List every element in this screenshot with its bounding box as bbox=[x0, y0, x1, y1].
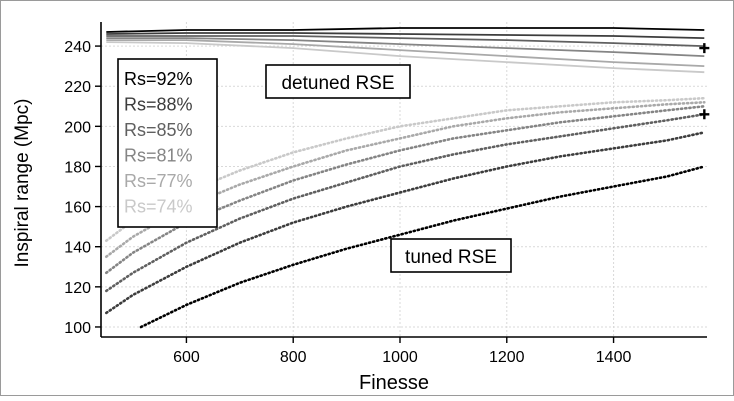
y-axis-label: Inspiral range (Mpc) bbox=[12, 99, 33, 268]
legend: Rs=92% Rs=88% Rs=85% Rs=81% Rs=77% Rs=74% bbox=[117, 58, 218, 228]
detuned-series-line-77 bbox=[106, 39, 705, 67]
legend-entry: Rs=77% bbox=[124, 171, 193, 191]
y-tick-label: 160 bbox=[64, 200, 91, 217]
y-tick-label: 100 bbox=[64, 320, 91, 337]
tuned-series-line-88 bbox=[105, 131, 706, 315]
marker-layer bbox=[699, 43, 710, 120]
tuned-series-line-85 bbox=[105, 113, 706, 293]
detuned-series-line-74 bbox=[106, 41, 705, 74]
axes: 100 120 140 160 180 200 220 240 600 800 1000 1200 14… bbox=[64, 22, 707, 366]
y-tick-label: 240 bbox=[64, 39, 91, 56]
detuned-series-line-88 bbox=[106, 32, 705, 39]
annotation-detuned-box bbox=[265, 64, 411, 99]
x-tick-label: 1400 bbox=[596, 349, 632, 366]
plus-marker bbox=[699, 43, 710, 54]
legend-entry: Rs=81% bbox=[124, 146, 193, 166]
x-axis-label: Finesse bbox=[359, 372, 429, 394]
x-tick-label: 1200 bbox=[489, 349, 525, 366]
y-tick-label: 220 bbox=[64, 79, 91, 96]
annotation-tuned-text: tuned RSE bbox=[405, 247, 497, 268]
y-tick-label: 120 bbox=[64, 280, 91, 297]
annotation-detuned: detuned RSE bbox=[265, 64, 411, 99]
detuned-series-line-92 bbox=[106, 27, 705, 33]
tuned-series-line-92 bbox=[139, 165, 706, 329]
x-tick-label: 600 bbox=[173, 349, 200, 366]
legend-entry: Rs=88% bbox=[124, 95, 193, 115]
detuned-series-line-85 bbox=[106, 35, 705, 47]
x-tick-label: 800 bbox=[280, 349, 307, 366]
y-tick-label: 180 bbox=[64, 159, 91, 176]
x-tick-label: 1000 bbox=[382, 349, 418, 366]
annotation-tuned-box bbox=[390, 238, 512, 273]
legend-entry: Rs=92% bbox=[124, 69, 193, 89]
detuned-series-line-81 bbox=[106, 37, 705, 57]
legend-entry: Rs=85% bbox=[124, 120, 193, 140]
plus-marker bbox=[699, 109, 710, 120]
y-tick-label: 200 bbox=[64, 119, 91, 136]
legend-entry: Rs=74% bbox=[124, 197, 193, 217]
legend-box bbox=[117, 58, 218, 228]
annotation-detuned-text: detuned RSE bbox=[281, 73, 394, 94]
annotation-tuned: tuned RSE bbox=[390, 238, 512, 273]
y-tick-label: 140 bbox=[64, 240, 91, 257]
